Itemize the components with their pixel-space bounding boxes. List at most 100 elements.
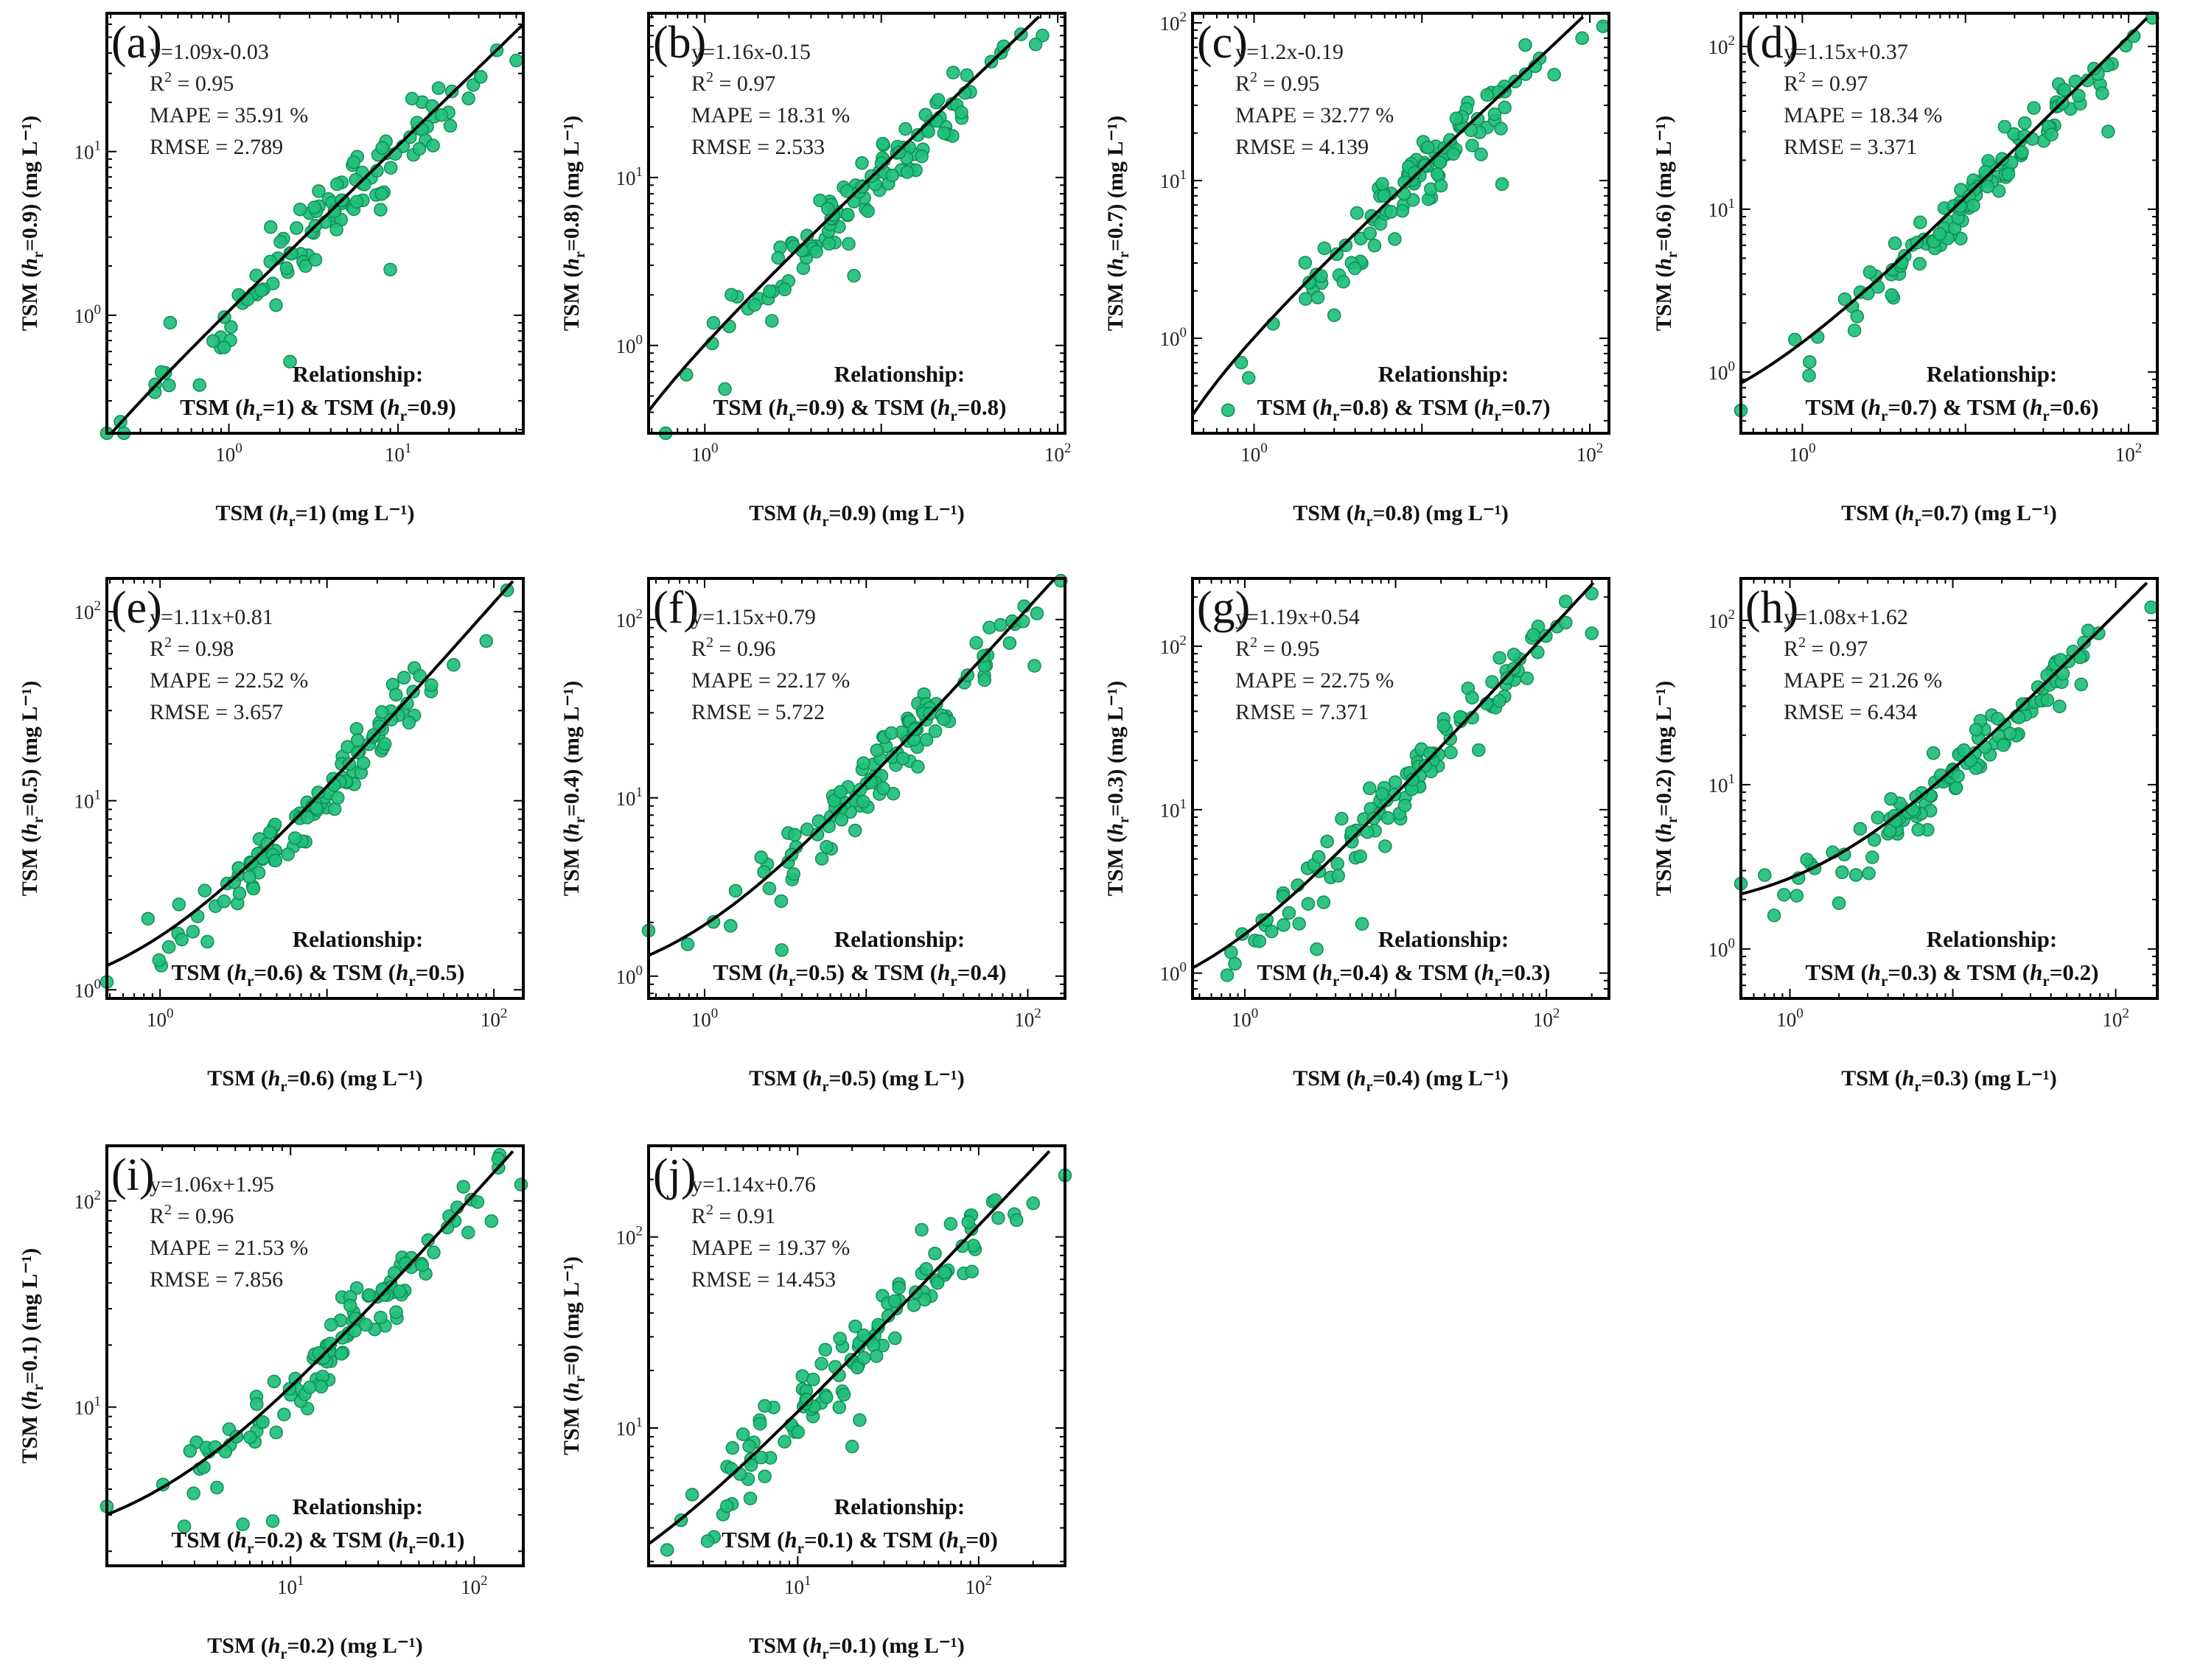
data-point <box>1862 265 1877 279</box>
axis-h: h <box>559 823 584 836</box>
data-point <box>814 852 829 866</box>
r2-value: = 0.97 <box>1806 71 1868 96</box>
relationship-text: TSM (hr=0.2) & TSM (hr=0.1) <box>172 1527 465 1557</box>
data-point <box>1436 718 1451 733</box>
data-point <box>484 1214 499 1228</box>
data-point <box>350 733 365 747</box>
data-point <box>1221 403 1235 417</box>
tick-exponent: 0 <box>167 1006 174 1021</box>
axis-part: TSM ( <box>749 1066 810 1091</box>
r2-value: = 0.97 <box>1806 637 1868 661</box>
y-tick-label: 102 <box>74 598 102 623</box>
data-point <box>162 378 176 393</box>
x-tick-label: 100 <box>1789 441 1816 466</box>
tick-exponent: 2 <box>1728 607 1736 623</box>
r2-value: = 0.97 <box>713 71 775 96</box>
tick-exponent: 2 <box>1596 441 1604 456</box>
data-point <box>1384 205 1398 219</box>
rel-part: =0.3) <box>1501 959 1551 985</box>
data-point <box>509 53 523 68</box>
rel-h: h <box>1868 394 1881 420</box>
data-point <box>833 1331 847 1345</box>
relationship-heading: Relationship: <box>293 926 423 952</box>
axes-frame <box>647 577 1066 1000</box>
data-point <box>1310 290 1325 305</box>
data-point <box>961 1215 976 1229</box>
data-point <box>268 853 282 868</box>
x-tick-label: 102 <box>481 1006 508 1031</box>
data-point <box>928 1246 942 1261</box>
relationship-heading: Relationship: <box>834 926 965 952</box>
x-axis-title: TSM (hr=0.8) (mg L⁻¹) <box>1293 501 1508 530</box>
fit-line <box>647 1149 1051 1546</box>
data-point <box>1913 215 1927 230</box>
data-point <box>723 919 738 933</box>
data-point <box>1030 606 1044 620</box>
tick-base: 10 <box>74 1397 94 1419</box>
data-point <box>246 881 261 896</box>
rel-sub: r <box>797 1539 804 1557</box>
data-point <box>818 1343 832 1357</box>
x-tick-label: 102 <box>1044 441 1072 466</box>
data-point <box>461 1225 475 1240</box>
x-tick-label: 100 <box>1776 1006 1804 1031</box>
data-point <box>308 253 323 267</box>
data-point <box>243 1430 257 1444</box>
x-tick-label: 100 <box>691 441 719 466</box>
data-point <box>1862 866 1876 881</box>
x-tick-label: 100 <box>147 1006 174 1031</box>
data-point <box>293 202 307 217</box>
data-point <box>885 168 899 183</box>
relationship-heading: Relationship: <box>1927 361 2057 387</box>
axis-part: =0.7) (mg L⁻¹) <box>1103 116 1128 251</box>
tick-base: 10 <box>74 1191 94 1213</box>
data-point <box>1302 276 1316 290</box>
data-point <box>2087 61 2101 76</box>
data-point <box>400 696 414 710</box>
fit-equation: y=1.14x+0.76 <box>691 1172 816 1197</box>
data-point <box>1832 896 1846 910</box>
tick-exponent: 0 <box>711 1006 719 1021</box>
data-point <box>1585 587 1599 601</box>
axis-sub: r <box>1914 514 1921 530</box>
data-point <box>774 894 789 909</box>
y-tick-label: 101 <box>616 164 643 189</box>
data-point <box>290 221 304 235</box>
relationship-text: TSM (hr=0.1) & TSM (hr=0) <box>722 1527 998 1557</box>
tick-exponent: 2 <box>2135 441 2143 456</box>
data-point <box>412 141 427 156</box>
data-point <box>1885 288 1899 302</box>
data-point <box>930 1275 945 1290</box>
axis-sub: r <box>30 1384 46 1390</box>
axes-frame <box>105 577 525 1000</box>
r2-value: = 0.95 <box>1257 637 1319 661</box>
data-point <box>1559 615 1573 630</box>
mape: MAPE = 18.31 % <box>691 103 850 127</box>
axis-part: TSM ( <box>559 836 584 897</box>
rel-part: =0.8) <box>957 394 1007 420</box>
tick-base: 10 <box>616 335 636 357</box>
axis-part: =0.1) (mg L⁻¹) <box>828 1634 964 1658</box>
data-point <box>845 1439 859 1454</box>
data-point <box>327 204 342 219</box>
data-point <box>434 108 449 122</box>
data-point <box>1292 917 1306 931</box>
axis-part: TSM ( <box>1103 836 1128 897</box>
tick-exponent: 0 <box>1728 359 1736 374</box>
data-point <box>806 1372 820 1387</box>
tick-base: 10 <box>691 444 711 466</box>
tick-base: 10 <box>461 1576 481 1598</box>
data-point <box>1388 232 1402 246</box>
tick-exponent: 2 <box>94 1188 102 1203</box>
data-point <box>1434 178 1448 193</box>
data-point <box>1375 177 1389 191</box>
rel-sub: r <box>247 1539 254 1557</box>
data-point <box>680 368 694 382</box>
rel-sub: r <box>1881 972 1888 990</box>
x-axis-title: TSM (hr=1) (mg L⁻¹) <box>216 501 415 530</box>
data-point <box>1802 368 1816 382</box>
axis-h: h <box>559 1382 584 1395</box>
data-point <box>2015 145 2029 159</box>
